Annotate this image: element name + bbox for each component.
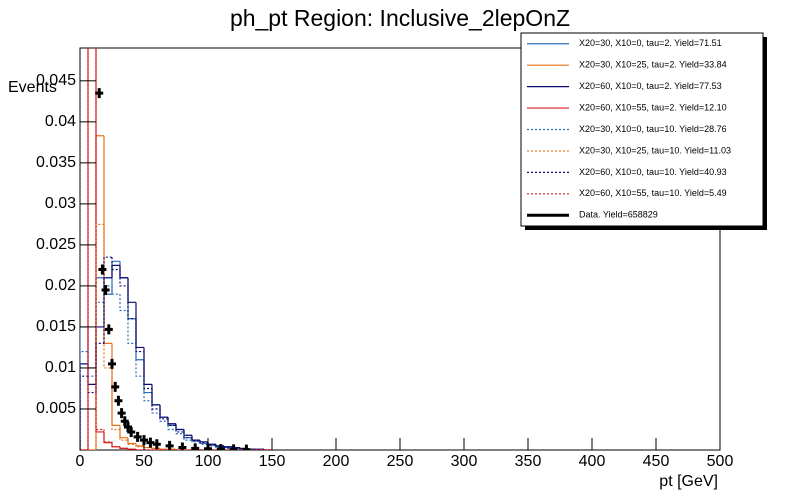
histogram-bin [95,48,104,431]
histogram-bin [111,367,120,431]
histogram-bin [159,413,168,422]
y-axis-label: Events [8,79,57,96]
x-tick-label: 400 [579,453,606,470]
histogram-bin [111,257,120,271]
data-point [101,285,110,296]
legend-label: X20=60, X10=55, tau=2. Yield=12.10 [579,102,727,112]
x-tick-label: 100 [195,453,222,470]
y-tick-label: 0.03 [45,195,76,212]
data-point [165,440,174,450]
legend-label: X20=30, X10=0, tau=2. Yield=71.51 [579,38,722,48]
histogram-bin [103,431,112,444]
x-tick-label: 150 [259,453,286,470]
histogram-bin [215,445,224,448]
x-tick-label: 0 [76,453,85,470]
x-tick-label: 200 [323,453,350,470]
legend-label: X20=60, X10=0, tau=10. Yield=40.93 [579,167,727,177]
legend-label: X20=30, X10=25, tau=10. Yield=11.03 [579,145,731,155]
data-point [127,426,136,437]
histogram-bin [119,446,128,449]
legend-label: X20=30, X10=0, tau=10. Yield=28.76 [579,124,727,134]
histogram-bin [103,429,112,443]
histogram-bin [103,224,112,369]
histogram-bin [191,440,200,443]
histogram-bin [103,256,112,344]
data-point [133,431,142,442]
histogram-bin [159,448,168,450]
legend-label: X20=60, X10=0, tau=2. Yield=77.53 [579,81,722,91]
y-tick-label: 0.04 [45,113,76,130]
x-tick-label: 450 [643,453,670,470]
data-point [120,416,129,427]
data-point [108,358,116,369]
x-axis-label: pt [GeV] [659,473,718,490]
histogram-bin [223,446,232,449]
histogram-bin [127,285,136,320]
histogram-bin [135,449,144,450]
legend-label: X20=30, X10=25, tau=2. Yield=33.84 [579,60,727,70]
x-tick-label: 500 [707,453,734,470]
y-tick-label: 0.02 [45,277,76,294]
histogram-bin [199,440,208,444]
histogram-bin [135,444,144,448]
histogram-bin [191,435,200,441]
data-point [111,381,120,392]
histogram-bin [111,285,120,295]
x-tick-label: 250 [387,453,414,470]
x-tick-label: 300 [451,453,478,470]
histogram-bin [127,448,136,450]
legend-label: X20=60, X10=55, tau=10. Yield=5.49 [579,188,727,198]
data-point [117,408,126,419]
histogram-bin [159,408,168,420]
histogram-bin [135,318,144,353]
chart-title: ph_pt Region: Inclusive_2lepOnZ [230,5,570,31]
histogram-bin [127,310,136,344]
data-point [114,395,123,406]
histogram-bin [151,447,160,449]
histogram-bin [119,294,128,312]
histogram-bin [239,448,248,450]
histogram-bin [143,351,152,390]
histogram-bin [127,437,136,445]
y-tick-label: 0.01 [45,359,76,376]
histogram-bin [191,437,200,442]
y-tick-label: 0.015 [36,318,76,335]
x-tick-label: 50 [135,453,153,470]
data-point [242,444,251,450]
y-tick-label: 0.035 [36,154,76,171]
legend-label: Data. Yield=658829 [579,210,658,220]
data-point [216,444,225,450]
histogram-bin [95,48,104,433]
data-point [152,439,161,450]
data-point [229,444,238,450]
data-point [146,437,155,448]
histogram-bin [167,421,176,431]
data-point [191,443,200,450]
histogram-bin [183,431,192,439]
histogram-bin [127,440,136,445]
y-tick-label: 0.005 [36,400,76,417]
data-point [178,442,187,450]
data-point [98,264,107,275]
histogram-bin [95,223,104,450]
data-point [95,88,104,99]
y-tick-label: 0.025 [36,236,76,253]
histogram-bin [111,441,120,448]
histogram-bin [80,363,88,450]
x-tick-label: 350 [515,453,542,470]
data-point [104,324,113,335]
y-tick-label: 0.045 [36,72,76,89]
histogram-bin [151,388,160,410]
histogram-bin [135,343,144,377]
histogram-bin [119,269,128,287]
